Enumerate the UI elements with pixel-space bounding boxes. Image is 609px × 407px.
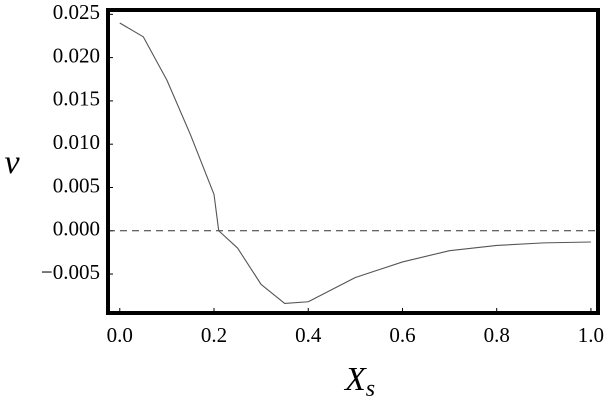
x-tick-label: 0.8 [484, 323, 510, 347]
x-tick-label: 0.0 [107, 323, 133, 347]
x-tick-label: 0.2 [201, 323, 227, 347]
y-tick-label: 0.020 [53, 43, 100, 67]
y-axis-label: v [4, 144, 20, 181]
y-tick-label: 0.010 [53, 130, 100, 154]
y-tick-label: −0.005 [41, 260, 100, 284]
x-label-main: X [343, 361, 367, 398]
data-line [119, 22, 591, 305]
x-tick-label: 1.0 [578, 323, 604, 347]
y-tick-label: 0.015 [53, 87, 100, 111]
x-label-sub: s [366, 376, 375, 402]
plot-frame [106, 8, 600, 315]
y-tick-label: 0.005 [53, 173, 100, 197]
x-tick-label: 0.6 [389, 323, 415, 347]
y-tick-label: 0.000 [53, 217, 100, 241]
y-tick-label: 0.025 [53, 0, 100, 24]
x-axis-label: Xs [343, 361, 375, 402]
x-tick-label: 0.4 [295, 323, 322, 347]
